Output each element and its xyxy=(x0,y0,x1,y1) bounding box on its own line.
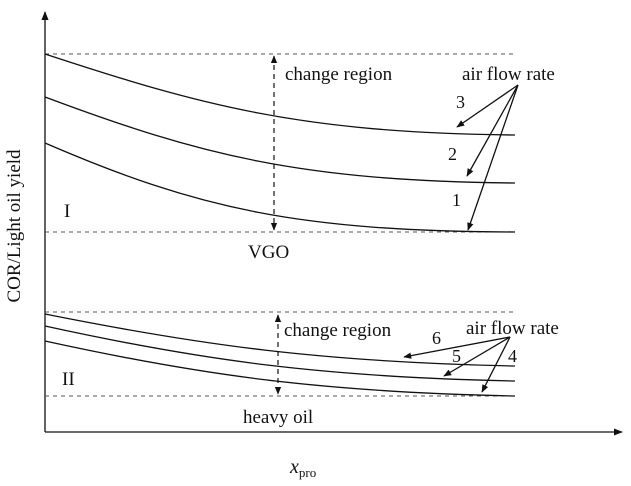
region-two-flow-label: air flow rate xyxy=(466,318,559,339)
region-one-curve-1 xyxy=(44,142,516,233)
region-one-change-label: change region xyxy=(285,64,393,85)
region-one-curve-number-1: 1 xyxy=(452,190,461,210)
region-one-flow-arrow-3 xyxy=(456,84,519,128)
region-two-base-label: heavy oil xyxy=(243,407,313,428)
x-axis-label-main: x xyxy=(289,456,299,478)
region-one-curve-2 xyxy=(44,96,516,184)
region-two-roman: II xyxy=(62,369,75,390)
region-two-curve-5 xyxy=(44,325,516,382)
region-one-curve-3 xyxy=(44,53,516,136)
y-axis-label: COR/Light oil yield xyxy=(4,149,25,303)
region-two-curve-4 xyxy=(44,340,516,397)
region-two-curve-number-4: 4 xyxy=(508,346,517,366)
x-axis-label-sub: pro xyxy=(299,465,316,480)
region-one-curve-number-3: 3 xyxy=(456,92,465,112)
region-one-curve-number-2: 2 xyxy=(448,144,457,164)
region-two-curve-6 xyxy=(44,313,516,367)
region-two-curve-number-6: 6 xyxy=(432,328,441,348)
region-two-flow-arrow-6 xyxy=(403,336,511,359)
region-one-base-label: VGO xyxy=(248,242,289,263)
x-axis-label: xpro xyxy=(289,456,316,480)
region-one-flow-label: air flow rate xyxy=(462,64,555,85)
region-two-flow-arrow-4 xyxy=(481,336,511,393)
region-one-flow-arrow-2 xyxy=(466,84,519,177)
region-two-curve-number-5: 5 xyxy=(452,346,461,366)
region-two-flow-arrow-5 xyxy=(443,336,511,377)
region-one-roman: I xyxy=(64,201,70,222)
region-one-flow-arrow-1 xyxy=(467,84,519,231)
region-two-change-label: change region xyxy=(284,320,392,341)
